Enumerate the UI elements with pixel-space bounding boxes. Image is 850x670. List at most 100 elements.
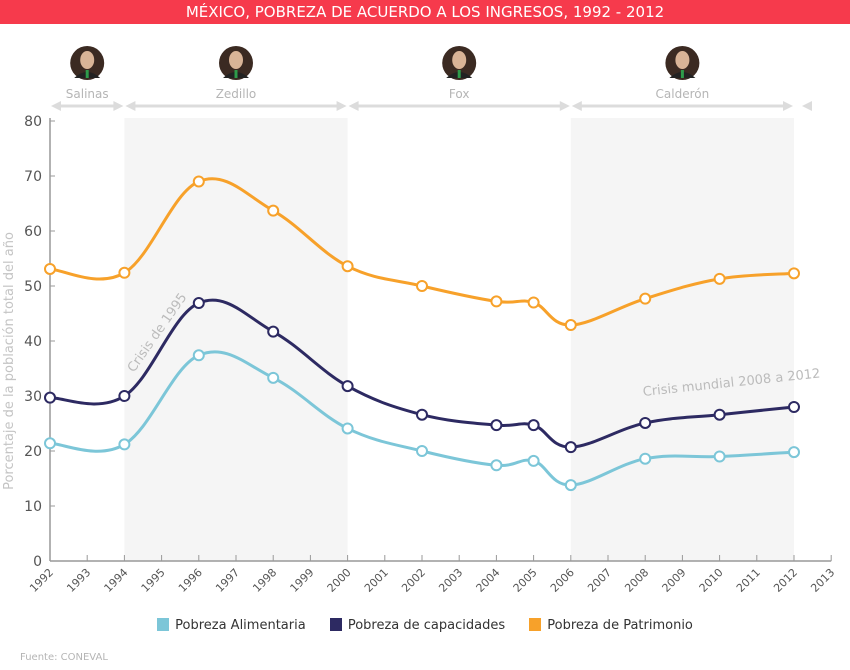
x-tick-label: 1994 xyxy=(102,566,131,595)
portrait-face xyxy=(452,51,467,69)
arrow-right-icon xyxy=(113,101,124,111)
legend-item-patrimonio: Pobreza de Patrimonio xyxy=(529,618,693,633)
data-point xyxy=(267,371,280,384)
arrow-right-icon xyxy=(336,101,347,111)
shaded-period-1 xyxy=(570,118,794,561)
legend-item-alimentaria: Pobreza Alimentaria xyxy=(157,618,306,633)
data-point xyxy=(490,295,503,308)
data-point xyxy=(490,419,503,432)
x-tick-label: 1998 xyxy=(250,566,279,595)
portrait-sash xyxy=(680,70,684,78)
portrait-sash xyxy=(457,70,461,78)
x-tick-label: 2013 xyxy=(808,566,837,595)
x-tick-label: 1995 xyxy=(139,566,168,595)
data-point xyxy=(527,419,540,432)
y-tick-label: 50 xyxy=(24,279,42,295)
x-tick-label: 2009 xyxy=(660,566,689,595)
legend-swatch-capacidades xyxy=(329,618,342,631)
president-2: Fox xyxy=(348,46,570,111)
x-tick-label: 1992 xyxy=(27,566,56,595)
chart-title: MÉXICO, POBREZA DE ACUERDO A LOS INGRESO… xyxy=(0,0,850,24)
legend-item-capacidades: Pobreza de capacidades xyxy=(329,618,506,633)
legend-label-patrimonio: Pobreza de Patrimonio xyxy=(547,618,693,633)
x-tick-label: 2000 xyxy=(325,566,354,595)
data-point xyxy=(44,262,56,275)
data-point xyxy=(564,441,577,454)
data-point xyxy=(341,260,354,273)
legend-swatch-alimentaria xyxy=(157,618,170,631)
legend-swatch-patrimonio xyxy=(529,618,542,631)
data-point xyxy=(118,438,131,451)
legend-label-alimentaria: Pobreza Alimentaria xyxy=(175,618,306,633)
president-name: Fox xyxy=(449,87,470,101)
data-point xyxy=(267,325,280,338)
data-point xyxy=(416,280,428,292)
data-point xyxy=(490,459,503,472)
arrow-left-icon xyxy=(571,101,582,111)
y-tick-label: 60 xyxy=(24,224,42,240)
data-point xyxy=(44,391,56,404)
source-note: Fuente: CONEVAL xyxy=(20,652,108,663)
data-point xyxy=(118,390,131,402)
x-tick-label: 1997 xyxy=(213,566,242,595)
y-tick-label: 70 xyxy=(24,169,42,185)
data-point xyxy=(527,296,540,309)
data-point xyxy=(267,204,280,217)
data-point xyxy=(192,297,205,310)
x-tick-label: 2006 xyxy=(548,566,577,595)
data-point xyxy=(341,422,354,435)
x-tick-label: 1993 xyxy=(64,566,93,595)
data-point xyxy=(788,401,800,413)
x-tick-label: 1999 xyxy=(288,566,317,595)
y-tick-label: 20 xyxy=(24,444,42,460)
arrow-left-icon xyxy=(348,101,359,111)
president-0: Salinas xyxy=(51,46,124,111)
x-tick-label: 2007 xyxy=(585,566,614,595)
president-3: Calderón xyxy=(571,46,793,111)
arrow-right-icon xyxy=(559,101,570,111)
x-tick-label: 1996 xyxy=(176,566,205,595)
series-capacidades xyxy=(44,297,800,454)
legend: Pobreza Alimentaria Pobreza de capacidad… xyxy=(0,618,850,633)
data-point xyxy=(564,319,577,332)
portrait-face xyxy=(229,51,243,69)
portrait-face xyxy=(675,51,690,69)
data-point xyxy=(192,175,205,188)
x-tick-label: 2005 xyxy=(511,566,540,595)
legend-label-capacidades: Pobreza de capacidades xyxy=(347,618,506,633)
president-1: Zedillo xyxy=(125,46,347,111)
data-point xyxy=(639,416,652,429)
x-tick-label: 2008 xyxy=(622,566,651,595)
data-point xyxy=(713,408,726,421)
president-name: Calderón xyxy=(656,87,710,101)
data-point xyxy=(564,479,577,492)
series-patrimonio xyxy=(44,175,800,332)
y-tick-label: 0 xyxy=(33,554,42,570)
x-tick-label: 2011 xyxy=(734,566,763,595)
y-tick-label: 30 xyxy=(24,389,42,405)
arrow-left-icon xyxy=(125,101,136,111)
portrait-sash xyxy=(234,70,238,78)
data-point xyxy=(639,292,652,305)
president-name: Salinas xyxy=(66,87,109,101)
arrow-right-icon xyxy=(783,101,793,111)
data-point xyxy=(788,267,800,280)
data-point xyxy=(639,452,652,465)
y-tick-label: 80 xyxy=(24,114,42,130)
data-point xyxy=(713,450,726,463)
portrait-sash xyxy=(85,70,89,78)
data-point xyxy=(416,445,428,457)
series-alimentaria xyxy=(44,349,800,492)
data-point xyxy=(44,437,56,450)
y-axis-label: Porcentaje de la población total del año xyxy=(2,232,17,490)
portrait-face xyxy=(80,51,95,69)
data-point xyxy=(416,408,428,421)
data-point xyxy=(788,446,800,459)
arrow-left-icon xyxy=(51,101,61,111)
data-point xyxy=(527,454,540,467)
data-point xyxy=(713,272,726,285)
x-tick-label: 2004 xyxy=(474,566,503,595)
chart-area: Salinas Zedillo Fox Calderón 0 10 20 30 40 50 60 70… xyxy=(2,46,837,595)
x-tick-label: 2003 xyxy=(436,566,465,595)
data-point xyxy=(192,349,205,362)
